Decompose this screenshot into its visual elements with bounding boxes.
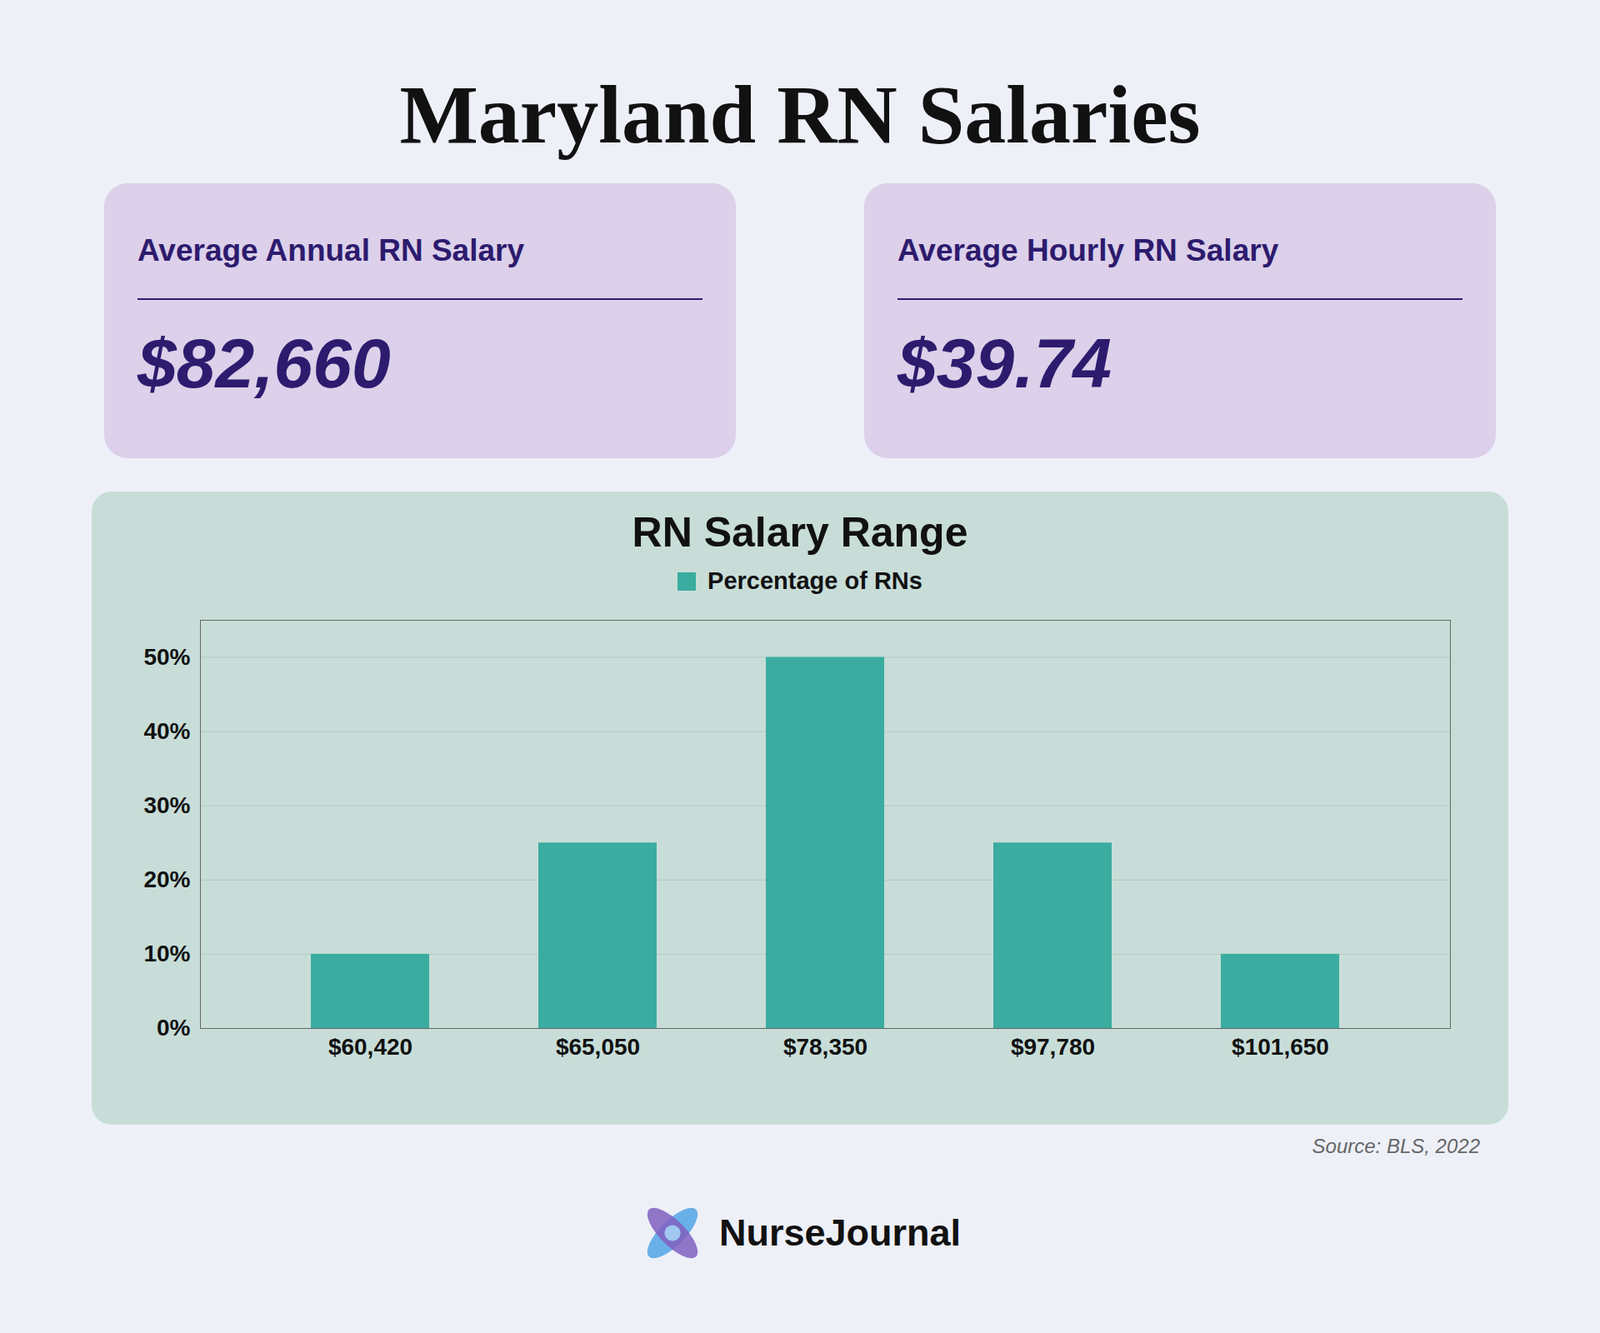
html-text:RN Salary Range: RN Salary Range (632, 509, 968, 556)
html-text:NurseJournal: NurseJournal (719, 1211, 961, 1255)
html-text:Source: BLS, 2022: Source: BLS, 2022 (1312, 1135, 1480, 1158)
svg-text:10%: 10% (143, 940, 190, 967)
svg-text:30%: 30% (143, 792, 190, 819)
svg-text:$60,420: $60,420 (328, 1034, 413, 1060)
html-text:$39.74: $39.74 (897, 324, 1112, 403)
svg-text:20%: 20% (143, 866, 190, 893)
svg-text:50%: 50% (143, 644, 190, 670)
svg-text:$101,650: $101,650 (1231, 1034, 1330, 1060)
svg-text:$97,780: $97,780 (1010, 1034, 1095, 1060)
html-text:Percentage of RNs: Percentage of RNs (707, 567, 923, 595)
html-text:$82,660: $82,660 (137, 324, 391, 403)
svg-text:40%: 40% (143, 718, 190, 745)
html-text:Average Hourly RN Salary: Average Hourly RN Salary (897, 233, 1279, 268)
svg-text:$78,350: $78,350 (783, 1034, 868, 1060)
svg-text:0%: 0% (156, 1015, 191, 1041)
svg-text:$65,050: $65,050 (555, 1034, 640, 1060)
html-text:Average Annual RN Salary: Average Annual RN Salary (137, 233, 525, 268)
html-text:Maryland RN Salaries: Maryland RN Salaries (399, 68, 1201, 161)
